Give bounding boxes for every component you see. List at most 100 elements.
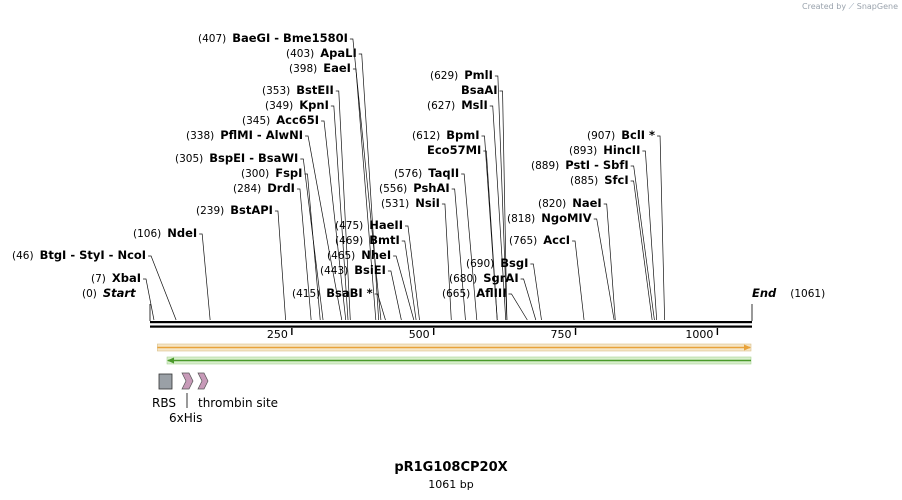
site-connector: [274, 210, 286, 321]
snapgene-credit: Created by ⟋ SnapGene: [802, 2, 898, 12]
site-label: (443) BsiEI: [320, 263, 386, 277]
restriction-site[interactable]: (300) FspI: [241, 166, 321, 321]
site-connector: [296, 188, 312, 321]
site-label: (818) NgoMIV: [507, 211, 592, 225]
backbone-top-strand: [150, 321, 752, 324]
restriction-site[interactable]: (556) PshAI: [379, 181, 466, 321]
restriction-site[interactable]: (305) BspEI - BsaWI: [175, 151, 324, 321]
site-label: (893) HincII: [569, 143, 640, 157]
site-label: (690) BsgI: [466, 256, 528, 270]
credit-prefix: Created by: [802, 2, 847, 11]
credit-brand: SnapGene: [856, 2, 898, 11]
restriction-site[interactable]: (106) NdeI: [133, 226, 211, 321]
site-connector: [387, 270, 402, 321]
site-label: (469) BmtI: [335, 233, 400, 247]
site-connector: [148, 255, 177, 321]
site-label: (407) BaeGI - Bme1580I: [198, 31, 348, 45]
site-label: (576) TaqII: [394, 166, 459, 180]
restriction-site[interactable]: (284) DrdI: [233, 181, 312, 321]
restriction-site[interactable]: (403) ApaLI: [286, 46, 380, 321]
backbone-bottom-strand: [150, 325, 752, 328]
restriction-site[interactable]: (469) BmtI: [335, 233, 417, 321]
site-connector: [530, 263, 542, 321]
restriction-site[interactable]: (907) BclI *: [587, 128, 665, 321]
restriction-site[interactable]: (627) MslI: [427, 98, 507, 321]
site-label: (46) BtgI - StyI - NcoI: [12, 248, 146, 262]
restriction-site[interactable]: (353) BstEII: [262, 83, 351, 321]
site-label: (627) MslI: [427, 98, 488, 112]
site-label: (403) ApaLI: [286, 46, 357, 60]
site-connector: [199, 233, 211, 321]
ruler-tick-label: 750: [551, 328, 572, 341]
restriction-site[interactable]: (690) BsgI: [466, 256, 542, 321]
restriction-site[interactable]: (680) SgrAI: [449, 271, 537, 321]
restriction-site[interactable]: End (1061): [751, 286, 825, 321]
restriction-site[interactable]: Eco57MI: [427, 143, 498, 321]
site-connector: [630, 165, 655, 321]
site-connector: [520, 278, 537, 321]
site-connector: [374, 293, 386, 321]
site-label: (415) BsaBI *: [292, 286, 373, 300]
restriction-site[interactable]: (893) HincII: [569, 143, 658, 321]
restriction-site[interactable]: (398) EaeI: [289, 61, 377, 321]
ruler-tick-label: 1000: [685, 328, 713, 341]
restriction-site[interactable]: (338) PflMI - AlwNI: [186, 128, 343, 321]
site-label: (907) BclI *: [587, 128, 655, 142]
site-label: (353) BstEII: [262, 83, 334, 97]
site-connector: [630, 180, 653, 321]
feature-label-rbs: RBS: [152, 396, 176, 410]
restriction-site[interactable]: (665) AflIII: [442, 286, 528, 321]
map-length: 1061 bp: [428, 478, 474, 491]
site-connector: [494, 75, 508, 321]
restriction-site[interactable]: (612) BpmI: [412, 128, 498, 321]
restriction-site[interactable]: (0) Start: [82, 286, 151, 321]
restriction-site[interactable]: (820) NaeI: [538, 196, 616, 321]
restriction-site[interactable]: (443) BsiEI: [320, 263, 402, 321]
restriction-site[interactable]: (465) NheI: [327, 248, 415, 321]
ruler-tick-label: 500: [409, 328, 430, 341]
restriction-site[interactable]: (239) BstAPI: [196, 203, 286, 321]
restriction-site[interactable]: (475) HaeII: [335, 218, 420, 321]
site-label: (665) AflIII: [442, 286, 507, 300]
site-label: (531) NsiI: [381, 196, 440, 210]
site-connector: [461, 173, 478, 321]
site-connector: [489, 105, 507, 321]
site-label: (106) NdeI: [133, 226, 197, 240]
site-label: (820) NaeI: [538, 196, 602, 210]
site-label: (300) FspI: [241, 166, 302, 180]
snapgene-logo: ⟋: [848, 2, 855, 11]
restriction-site[interactable]: (576) TaqII: [394, 166, 478, 321]
site-connector: [330, 105, 349, 321]
restriction-site[interactable]: (765) AccI: [509, 233, 585, 321]
feature-6xhis-arrow[interactable]: [181, 372, 194, 390]
feature-thrombin-arrow[interactable]: [197, 372, 209, 390]
site-connector: [483, 150, 498, 321]
restriction-site[interactable]: BsaAI: [461, 83, 508, 321]
site-label: Eco57MI: [427, 143, 481, 157]
site-connector: [143, 278, 155, 321]
site-connector: [300, 158, 324, 321]
restriction-site[interactable]: (885) SfcI: [570, 173, 653, 321]
restriction-site[interactable]: (415) BsaBI *: [292, 286, 386, 321]
restriction-site[interactable]: (629) PmlI: [430, 68, 508, 321]
site-label: (465) NheI: [327, 248, 391, 262]
site-connector: [335, 90, 351, 321]
site-label: (398) EaeI: [289, 61, 351, 75]
site-label: (239) BstAPI: [196, 203, 273, 217]
restriction-site[interactable]: (818) NgoMIV: [507, 211, 615, 321]
site-connector: [657, 135, 665, 321]
restriction-site[interactable]: (889) PstI - SbfI: [531, 158, 655, 321]
site-connector: [352, 68, 377, 321]
restriction-site[interactable]: (345) Acc65I: [242, 113, 347, 321]
site-connector: [642, 150, 658, 321]
site-label: (885) SfcI: [570, 173, 629, 187]
site-label: (7) XbaI: [91, 271, 141, 285]
feature-rbs-box[interactable]: [158, 373, 173, 390]
restriction-site[interactable]: (349) KpnI: [265, 98, 349, 321]
restriction-site[interactable]: (531) NsiI: [381, 196, 452, 321]
site-connector: [441, 203, 452, 321]
restriction-site[interactable]: (46) BtgI - StyI - NcoI: [12, 248, 177, 321]
restriction-site[interactable]: (7) XbaI: [91, 271, 155, 321]
site-connector: [508, 293, 528, 321]
restriction-site[interactable]: (407) BaeGI - Bme1580I: [198, 31, 382, 321]
